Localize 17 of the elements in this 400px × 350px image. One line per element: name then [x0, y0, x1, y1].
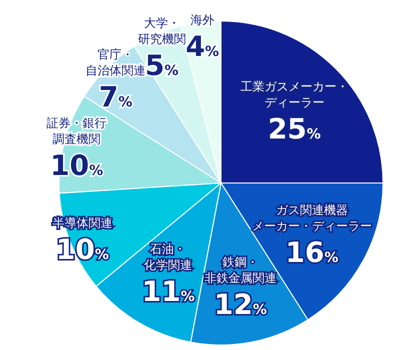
- data-label: 5%: [145, 49, 179, 82]
- slice-label: 半導体関連: [52, 216, 112, 230]
- data-label: 11%: [142, 275, 195, 308]
- data-label: 12%: [214, 288, 267, 321]
- slice-label: 官庁・自治体関連: [86, 48, 146, 78]
- slice-label: 石油・化学関連: [144, 242, 192, 272]
- slice-label: 証券・銀行調査機関: [46, 116, 107, 146]
- data-label: 7%: [98, 80, 132, 114]
- slice-label: 鉄鋼・非鉄金属関連: [204, 254, 276, 285]
- slice-label: 海外: [190, 13, 214, 28]
- data-label: 4%: [186, 30, 220, 64]
- slice-label: ガス関連機器メーカー・ディーラー: [252, 202, 372, 233]
- slice-label: 大学・研究機関: [138, 16, 186, 46]
- data-label: 25%: [268, 112, 321, 146]
- data-label: 16%: [285, 236, 338, 269]
- data-label: 10%: [50, 148, 104, 182]
- slice-label: 工業ガスメーカー・ディーラー: [240, 80, 348, 110]
